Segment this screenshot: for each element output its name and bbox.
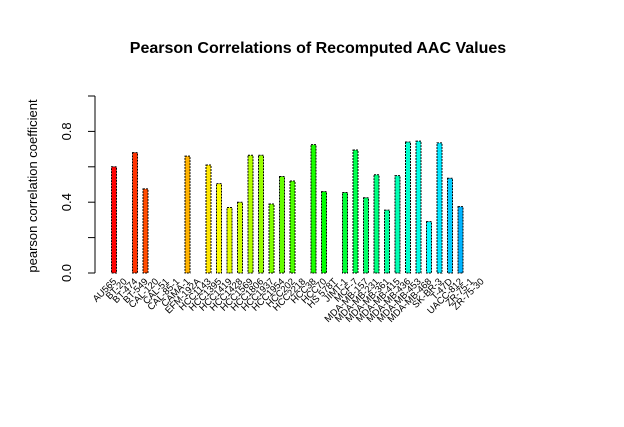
bar xyxy=(342,191,348,274)
bar xyxy=(205,164,212,274)
bar xyxy=(289,180,296,274)
bar xyxy=(132,152,138,274)
bar xyxy=(447,177,453,274)
y-axis-ticks: 0.0 0.4 0.8 xyxy=(59,95,95,282)
bar xyxy=(216,183,222,274)
bar xyxy=(184,155,191,274)
bar xyxy=(268,203,275,274)
bar xyxy=(237,201,243,274)
bar xyxy=(394,175,401,274)
bar xyxy=(226,207,233,274)
bar xyxy=(405,141,411,274)
bar xyxy=(373,174,380,274)
bars xyxy=(111,140,464,274)
bar xyxy=(258,154,264,274)
y-tick-label: 0.8 xyxy=(59,122,74,140)
bar xyxy=(363,197,369,274)
bar xyxy=(415,140,422,274)
y-axis-label: pearson correlation coefficient xyxy=(25,99,40,273)
y-tick-label: 0.0 xyxy=(59,264,74,282)
bar xyxy=(310,144,317,274)
bar xyxy=(426,221,432,274)
y-tick-label: 0.4 xyxy=(59,193,74,211)
bar xyxy=(247,154,254,274)
x-axis-tick-labels: AU565BT-20BT-474BT-549CAL-120CAL-51CAL-8… xyxy=(91,276,487,325)
bar xyxy=(352,149,359,274)
bar xyxy=(457,206,464,274)
bar xyxy=(384,209,390,274)
bar xyxy=(436,142,443,274)
chart-title: Pearson Correlations of Recomputed AAC V… xyxy=(130,40,506,57)
bar xyxy=(321,191,327,274)
bar xyxy=(142,188,149,274)
bar xyxy=(279,176,285,274)
bar xyxy=(111,166,117,274)
